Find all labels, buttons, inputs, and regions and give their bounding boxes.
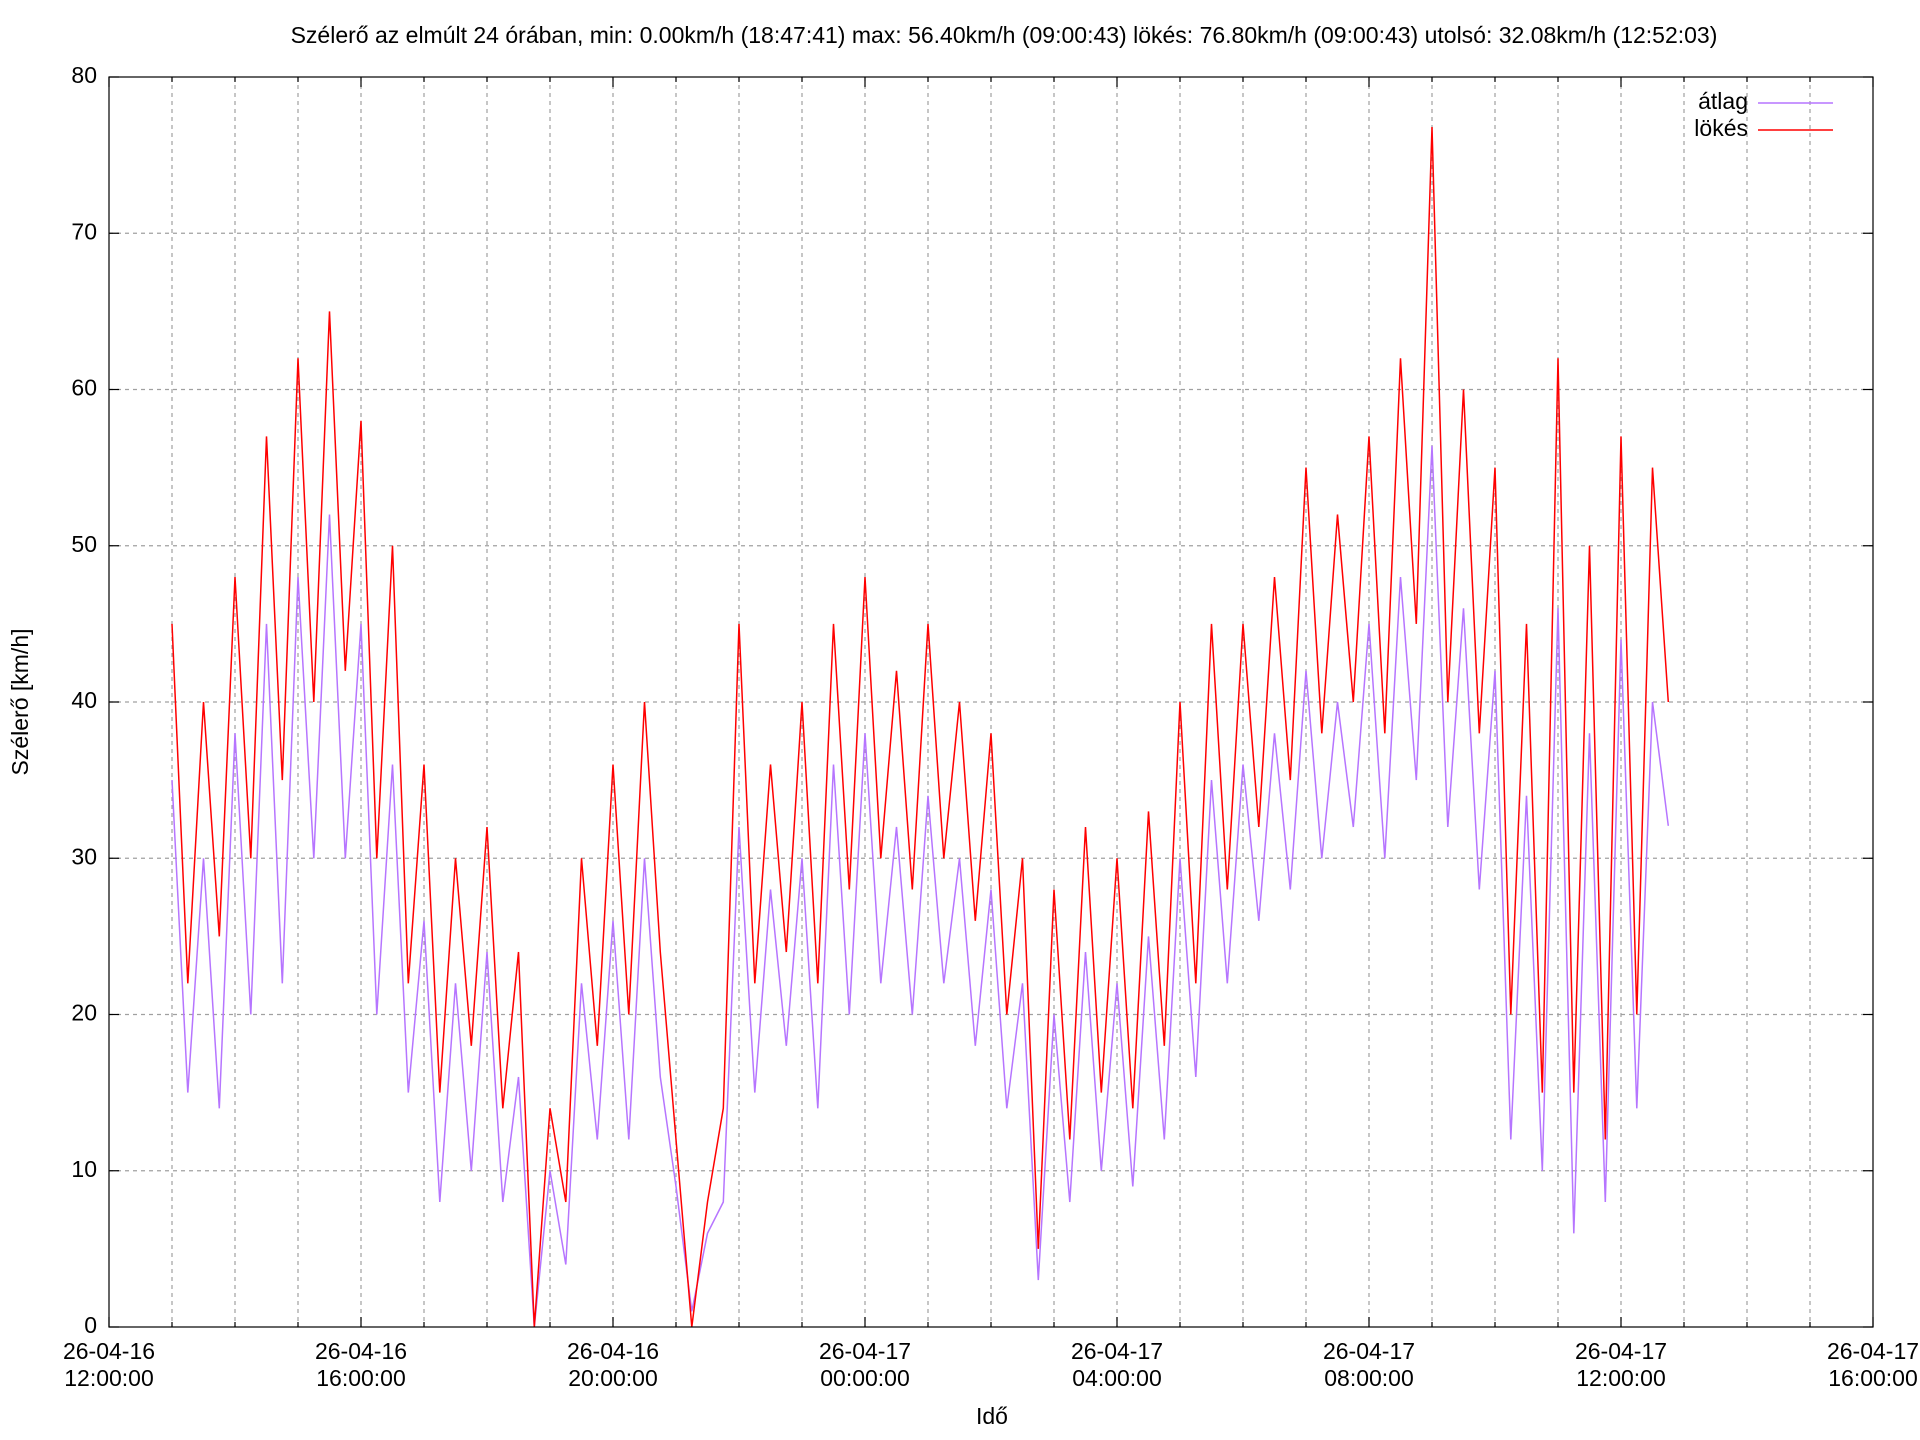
plot-border [108, 76, 1874, 1328]
y-tick-label: 10 [71, 1156, 97, 1182]
x-tick-label: 26-04-17 12:00:00 [1575, 1338, 1667, 1391]
x-tick-label: 26-04-17 04:00:00 [1071, 1338, 1163, 1391]
series-line [171, 445, 1670, 1328]
y-tick-label: 60 [71, 375, 97, 401]
legend-label: lökés [1694, 115, 1748, 141]
y-tick-label: 40 [71, 687, 97, 713]
x-tick-label: 26-04-17 08:00:00 [1323, 1338, 1415, 1391]
x-tick-label: 26-04-17 16:00:00 [1827, 1338, 1919, 1391]
y-tick-label: 30 [71, 843, 97, 869]
series-line [171, 126, 1670, 1328]
x-tick-label: 26-04-17 00:00:00 [819, 1338, 911, 1391]
y-tick-label: 50 [71, 531, 97, 557]
y-tick-label: 80 [71, 62, 97, 88]
y-axis-label: Szélerő [km/h] [7, 629, 33, 776]
x-tick-label: 26-04-16 20:00:00 [567, 1338, 659, 1391]
y-tick-label: 0 [84, 1312, 97, 1338]
x-tick-label: 26-04-16 16:00:00 [315, 1338, 407, 1391]
legend-label: átlag [1698, 88, 1748, 114]
x-tick-label: 26-04-16 12:00:00 [63, 1338, 155, 1391]
y-tick-label: 20 [71, 1000, 97, 1026]
y-tick-label: 70 [71, 218, 97, 244]
chart-title: Szélerő az elmúlt 24 órában, min: 0.00km… [291, 22, 1718, 48]
x-axis-label: Idő [976, 1403, 1008, 1429]
